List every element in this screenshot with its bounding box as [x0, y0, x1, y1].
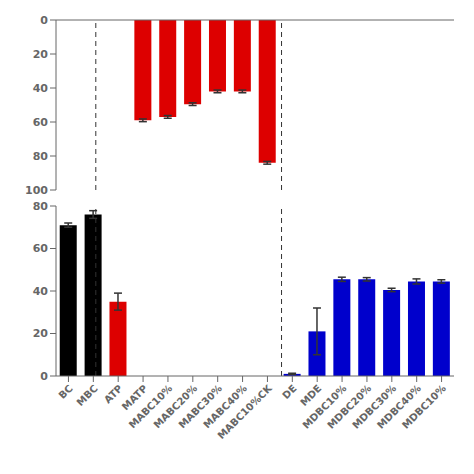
- svg-text:MABC30%: MABC30%: [176, 382, 225, 431]
- svg-text:ATP: ATP: [101, 382, 125, 406]
- svg-text:80: 80: [33, 200, 49, 213]
- svg-text:0: 0: [40, 14, 48, 27]
- svg-text:MDBC40%: MDBC40%: [374, 382, 424, 431]
- svg-text:0: 0: [40, 370, 48, 383]
- svg-text:40: 40: [33, 285, 49, 298]
- svg-text:MATP: MATP: [119, 382, 150, 413]
- svg-text:MDBC10%: MDBC10%: [400, 383, 448, 431]
- svg-text:80: 80: [33, 150, 49, 163]
- svg-text:60: 60: [33, 242, 49, 255]
- svg-text:60: 60: [33, 116, 49, 129]
- svg-text:MDBC10%: MDBC10%: [300, 382, 349, 431]
- svg-text:MDBC20%: MDBC20%: [325, 382, 374, 431]
- svg-text:20: 20: [33, 48, 49, 61]
- svg-text:20: 20: [33, 327, 49, 340]
- svg-text:MABC40%: MABC40%: [201, 382, 249, 431]
- svg-text:BC: BC: [57, 383, 75, 401]
- svg-text:MDBC30%: MDBC30%: [350, 382, 399, 431]
- svg-text:MABC10%: MABC10%: [126, 382, 175, 431]
- svg-text:MBC: MBC: [74, 383, 99, 408]
- svg-text:100: 100: [25, 184, 48, 197]
- svg-text:MABC10%CK: MABC10%CK: [215, 382, 274, 441]
- svg-text:MDE: MDE: [298, 382, 324, 409]
- svg-text:DE: DE: [280, 383, 299, 402]
- svg-text:40: 40: [33, 82, 49, 95]
- svg-text:MABC20%: MABC20%: [151, 382, 200, 431]
